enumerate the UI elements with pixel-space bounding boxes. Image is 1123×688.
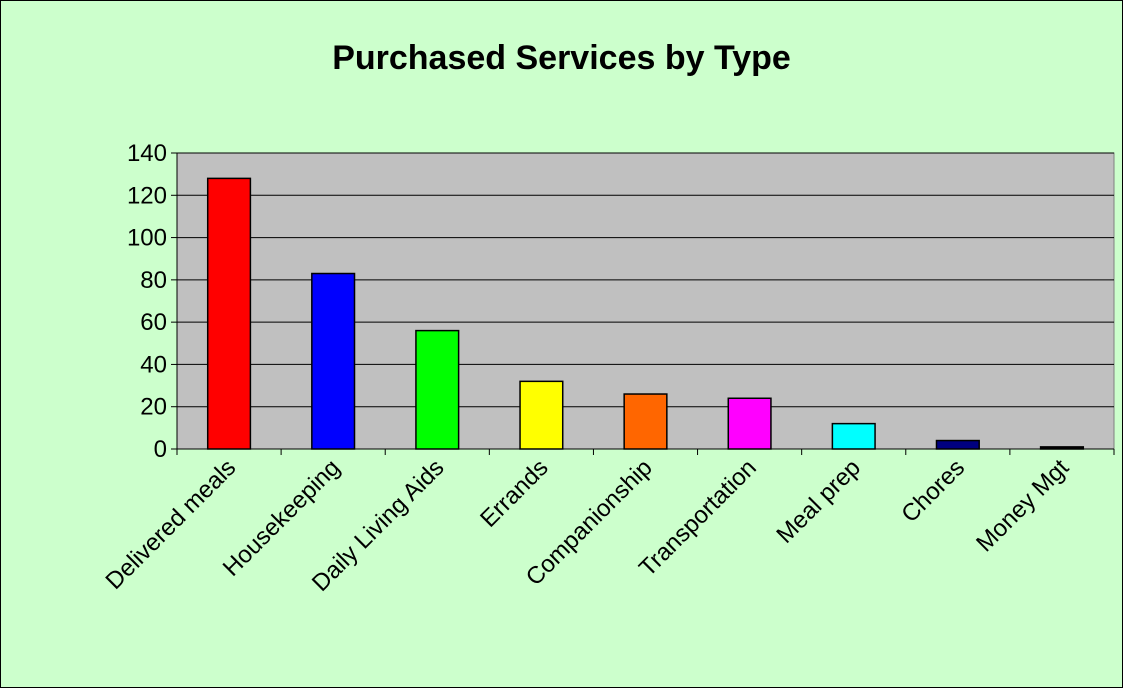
category-label: Chores [896, 454, 970, 528]
y-tick-label: 100 [127, 225, 167, 252]
bar [623, 393, 668, 450]
category-label: Money Mgt [971, 454, 1074, 557]
y-tick-label: 0 [154, 436, 167, 463]
y-tick-label: 20 [140, 394, 167, 421]
category-label: Delivered meals [101, 454, 242, 595]
y-tick-label: 80 [140, 267, 167, 294]
bar [519, 380, 564, 450]
y-tick-label: 120 [127, 182, 167, 209]
bar [935, 439, 980, 450]
bar [831, 422, 876, 450]
bar [1039, 446, 1085, 450]
bar [206, 177, 252, 450]
chart-title: Purchased Services by Type [332, 39, 791, 77]
bar [311, 272, 356, 450]
y-tick-label: 140 [127, 140, 167, 167]
y-tick-label: 40 [140, 351, 167, 378]
bar [415, 329, 460, 450]
category-label: Errands [475, 454, 554, 533]
category-label: Meal prep [771, 454, 866, 549]
bar [727, 397, 772, 450]
y-tick-label: 60 [140, 309, 167, 336]
